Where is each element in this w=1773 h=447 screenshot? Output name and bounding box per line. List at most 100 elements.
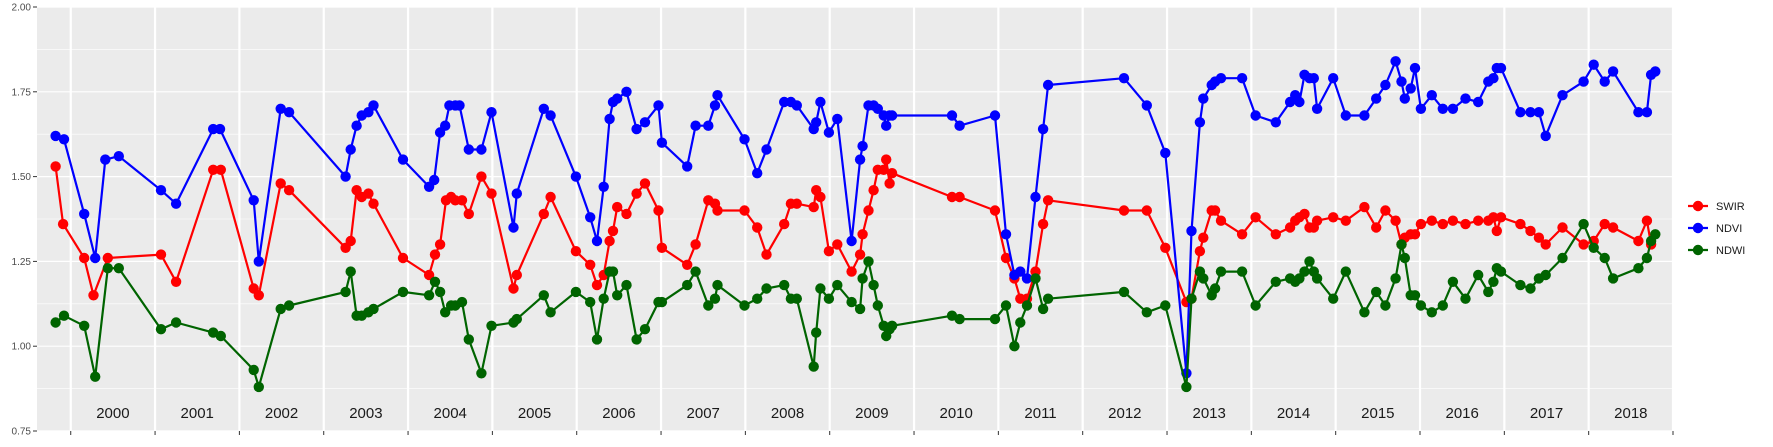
year-label: 2003 xyxy=(349,405,382,422)
ndwi-point xyxy=(570,286,582,298)
ndvi-point xyxy=(397,154,409,165)
ndwi-point xyxy=(1304,256,1315,267)
year-label-layer: 2000 2001 2002 2003 2004 2005 2006 2007 2008 2009… xyxy=(96,405,1647,422)
ndvi-point xyxy=(604,113,615,125)
swir-point xyxy=(656,242,668,253)
ndvi-point xyxy=(511,188,522,199)
ndwi-point xyxy=(1340,266,1352,277)
swir-point xyxy=(570,246,582,257)
ndvi-point xyxy=(1371,93,1382,104)
ndwi-point xyxy=(690,266,701,277)
ndwi-point xyxy=(1390,273,1401,284)
ndvi-point xyxy=(1533,107,1545,118)
ndvi-point xyxy=(954,120,965,131)
ndwi-point xyxy=(545,307,556,318)
ndvi-point xyxy=(1198,93,1209,104)
ndvi-point xyxy=(1578,76,1589,87)
ndvi-point xyxy=(1042,79,1054,91)
swir-point xyxy=(253,290,264,301)
ndvi-point xyxy=(1447,103,1459,115)
swir-point xyxy=(712,205,723,216)
swir-point xyxy=(631,188,642,199)
ndwi-point xyxy=(1328,293,1339,304)
ndwi-point xyxy=(863,256,874,267)
ndwi-point xyxy=(1437,300,1449,311)
ndwi-point xyxy=(846,296,857,308)
year-label: 2004 xyxy=(434,405,467,422)
ndvi-point xyxy=(598,181,609,192)
ndvi-point xyxy=(682,161,693,172)
ndvi-point xyxy=(1311,103,1323,115)
swir-point xyxy=(846,266,857,277)
swir-point xyxy=(1000,252,1012,264)
swir-point xyxy=(1525,225,1536,237)
ndvi-point xyxy=(854,154,866,165)
ndwi-point xyxy=(656,296,668,308)
ndwi-point xyxy=(808,361,819,372)
legend-label: NDVI xyxy=(1716,223,1742,235)
ndwi-point xyxy=(340,286,351,298)
legend-key-point xyxy=(1692,244,1704,256)
ndvi-point xyxy=(811,117,822,128)
year-label: 2016 xyxy=(1445,405,1478,422)
ndvi-point xyxy=(761,144,772,155)
ndvi-point xyxy=(58,134,70,145)
ndvi-point xyxy=(79,208,90,220)
ndvi-point xyxy=(1415,103,1427,115)
ndwi-point xyxy=(598,293,609,304)
ndvi-point xyxy=(832,113,843,125)
swir-point xyxy=(275,178,286,189)
ndwi-point xyxy=(90,371,101,382)
ndwi-point xyxy=(538,290,549,301)
swir-point xyxy=(954,191,965,203)
ndvi-point xyxy=(1650,66,1661,77)
ndwi-point xyxy=(1650,229,1661,240)
ndwi-point xyxy=(857,273,868,284)
ndwi-point xyxy=(1426,307,1438,318)
ndwi-point xyxy=(423,290,435,301)
swir-point xyxy=(621,208,632,220)
swir-point xyxy=(1437,218,1449,230)
ndwi-point xyxy=(1540,269,1551,281)
swir-point xyxy=(50,161,61,172)
ndwi-point xyxy=(50,317,61,328)
ndwi-point xyxy=(1042,293,1054,304)
swir-point xyxy=(1540,239,1551,250)
ndvi-point xyxy=(1380,79,1391,91)
ndwi-point xyxy=(791,293,802,304)
ndvi-point xyxy=(886,110,898,121)
year-label: 2000 xyxy=(96,405,129,422)
ndvi-point xyxy=(1294,96,1305,108)
ndwi-point xyxy=(1000,300,1012,311)
swir-point xyxy=(868,185,879,196)
ndvi-point xyxy=(351,120,362,131)
y-tick-label: 0.75 xyxy=(12,427,32,438)
ndvi-point xyxy=(653,100,664,111)
ndvi-point xyxy=(1037,123,1049,135)
ndvi-point xyxy=(545,110,556,121)
legend-item-ndvi: NDVI xyxy=(1688,222,1742,235)
ndwi-point xyxy=(440,307,451,318)
ndwi-point xyxy=(1015,317,1026,328)
ndvi-point xyxy=(815,96,826,108)
ndvi-point xyxy=(155,185,167,196)
year-label: 2007 xyxy=(687,405,720,422)
ndvi-point xyxy=(709,100,721,111)
swir-point xyxy=(423,269,435,281)
ndvi-point xyxy=(1405,83,1416,94)
ndvi-point xyxy=(275,103,286,115)
year-label: 2013 xyxy=(1192,405,1225,422)
swir-point xyxy=(1371,222,1382,233)
swir-point xyxy=(761,249,772,260)
ndvi-point xyxy=(1588,59,1599,70)
swir-point xyxy=(1533,232,1545,243)
ndwi-point xyxy=(463,334,474,345)
ndwi-point xyxy=(1525,283,1536,294)
swir-point xyxy=(1515,218,1526,230)
ndwi-point xyxy=(1488,276,1499,287)
ndwi-point xyxy=(621,279,632,291)
ndwi-point xyxy=(1299,266,1310,277)
ndwi-point xyxy=(815,283,826,294)
swir-point xyxy=(1270,229,1282,240)
swir-point xyxy=(653,205,664,216)
